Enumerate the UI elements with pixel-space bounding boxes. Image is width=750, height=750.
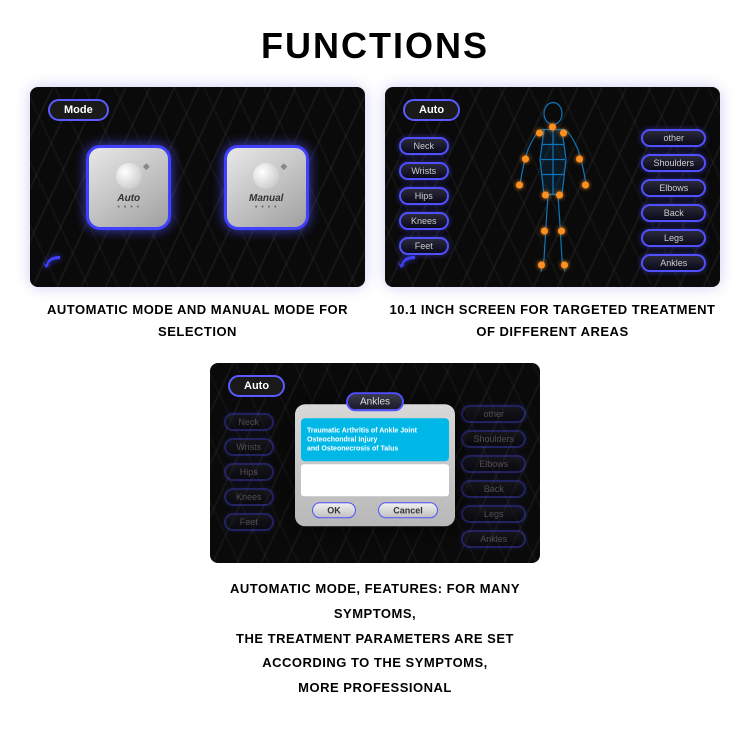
auto-icon [116,163,142,189]
area-hips[interactable]: Hips [399,187,449,205]
ankles-dialog: Ankles Traumatic Arthritis of Ankle Join… [295,404,455,526]
auto-mode-button[interactable]: Auto • • • • [86,145,171,230]
dialog-body: Traumatic Arthritis of Ankle Joint Osteo… [301,418,449,461]
page-title: FUNCTIONS [0,0,750,87]
area-shoulders[interactable]: Shoulders [641,154,706,172]
panel1-caption: AUTOMATIC MODE AND MANUAL MODE FOR SELEC… [30,299,365,343]
manual-icon [253,163,279,189]
left-area-list: Neck Wrists Hips Knees Feet [399,137,449,255]
cancel-button[interactable]: Cancel [378,503,438,519]
right-area-list-dim: other Shoulders Elbows Back Legs Ankles [461,405,526,548]
area-legs[interactable]: Legs [641,229,706,247]
back-button[interactable] [40,249,68,277]
auto-label: Auto [403,99,460,121]
area-wrists[interactable]: Wrists [399,162,449,180]
area-knees[interactable]: Knees [399,212,449,230]
back-button[interactable] [395,249,423,277]
body-screen: Auto Neck Wrists Hips Knees Feet other S… [385,87,720,287]
area-elbows[interactable]: Elbows [641,179,706,197]
area-neck[interactable]: Neck [399,137,449,155]
area-other[interactable]: other [641,129,706,147]
left-area-list-dim: Neck Wrists Hips Knees Feet [224,413,274,531]
dialog-blank [301,465,449,497]
area-ankles[interactable]: Ankles [641,254,706,272]
ok-button[interactable]: OK [312,503,356,519]
manual-mode-button[interactable]: Manual • • • • [224,145,309,230]
dialog-title: Ankles [346,392,404,411]
body-points [508,100,598,275]
right-area-list: other Shoulders Elbows Back Legs Ankles [641,129,706,272]
panel2-caption: 10.1 INCH SCREEN FOR TARGETED TREATMENT … [385,299,720,343]
dialog-screen: Auto Neck Wrists Hips Knees Feet other S… [210,363,540,563]
panel3-caption: AUTOMATIC MODE, FEATURES: FOR MANY SYMPT… [210,577,540,700]
area-back[interactable]: Back [641,204,706,222]
mode-label: Mode [48,99,109,121]
mode-screen: Mode Auto • • • • Manual • • • • [30,87,365,287]
auto-label: Auto [228,375,285,397]
